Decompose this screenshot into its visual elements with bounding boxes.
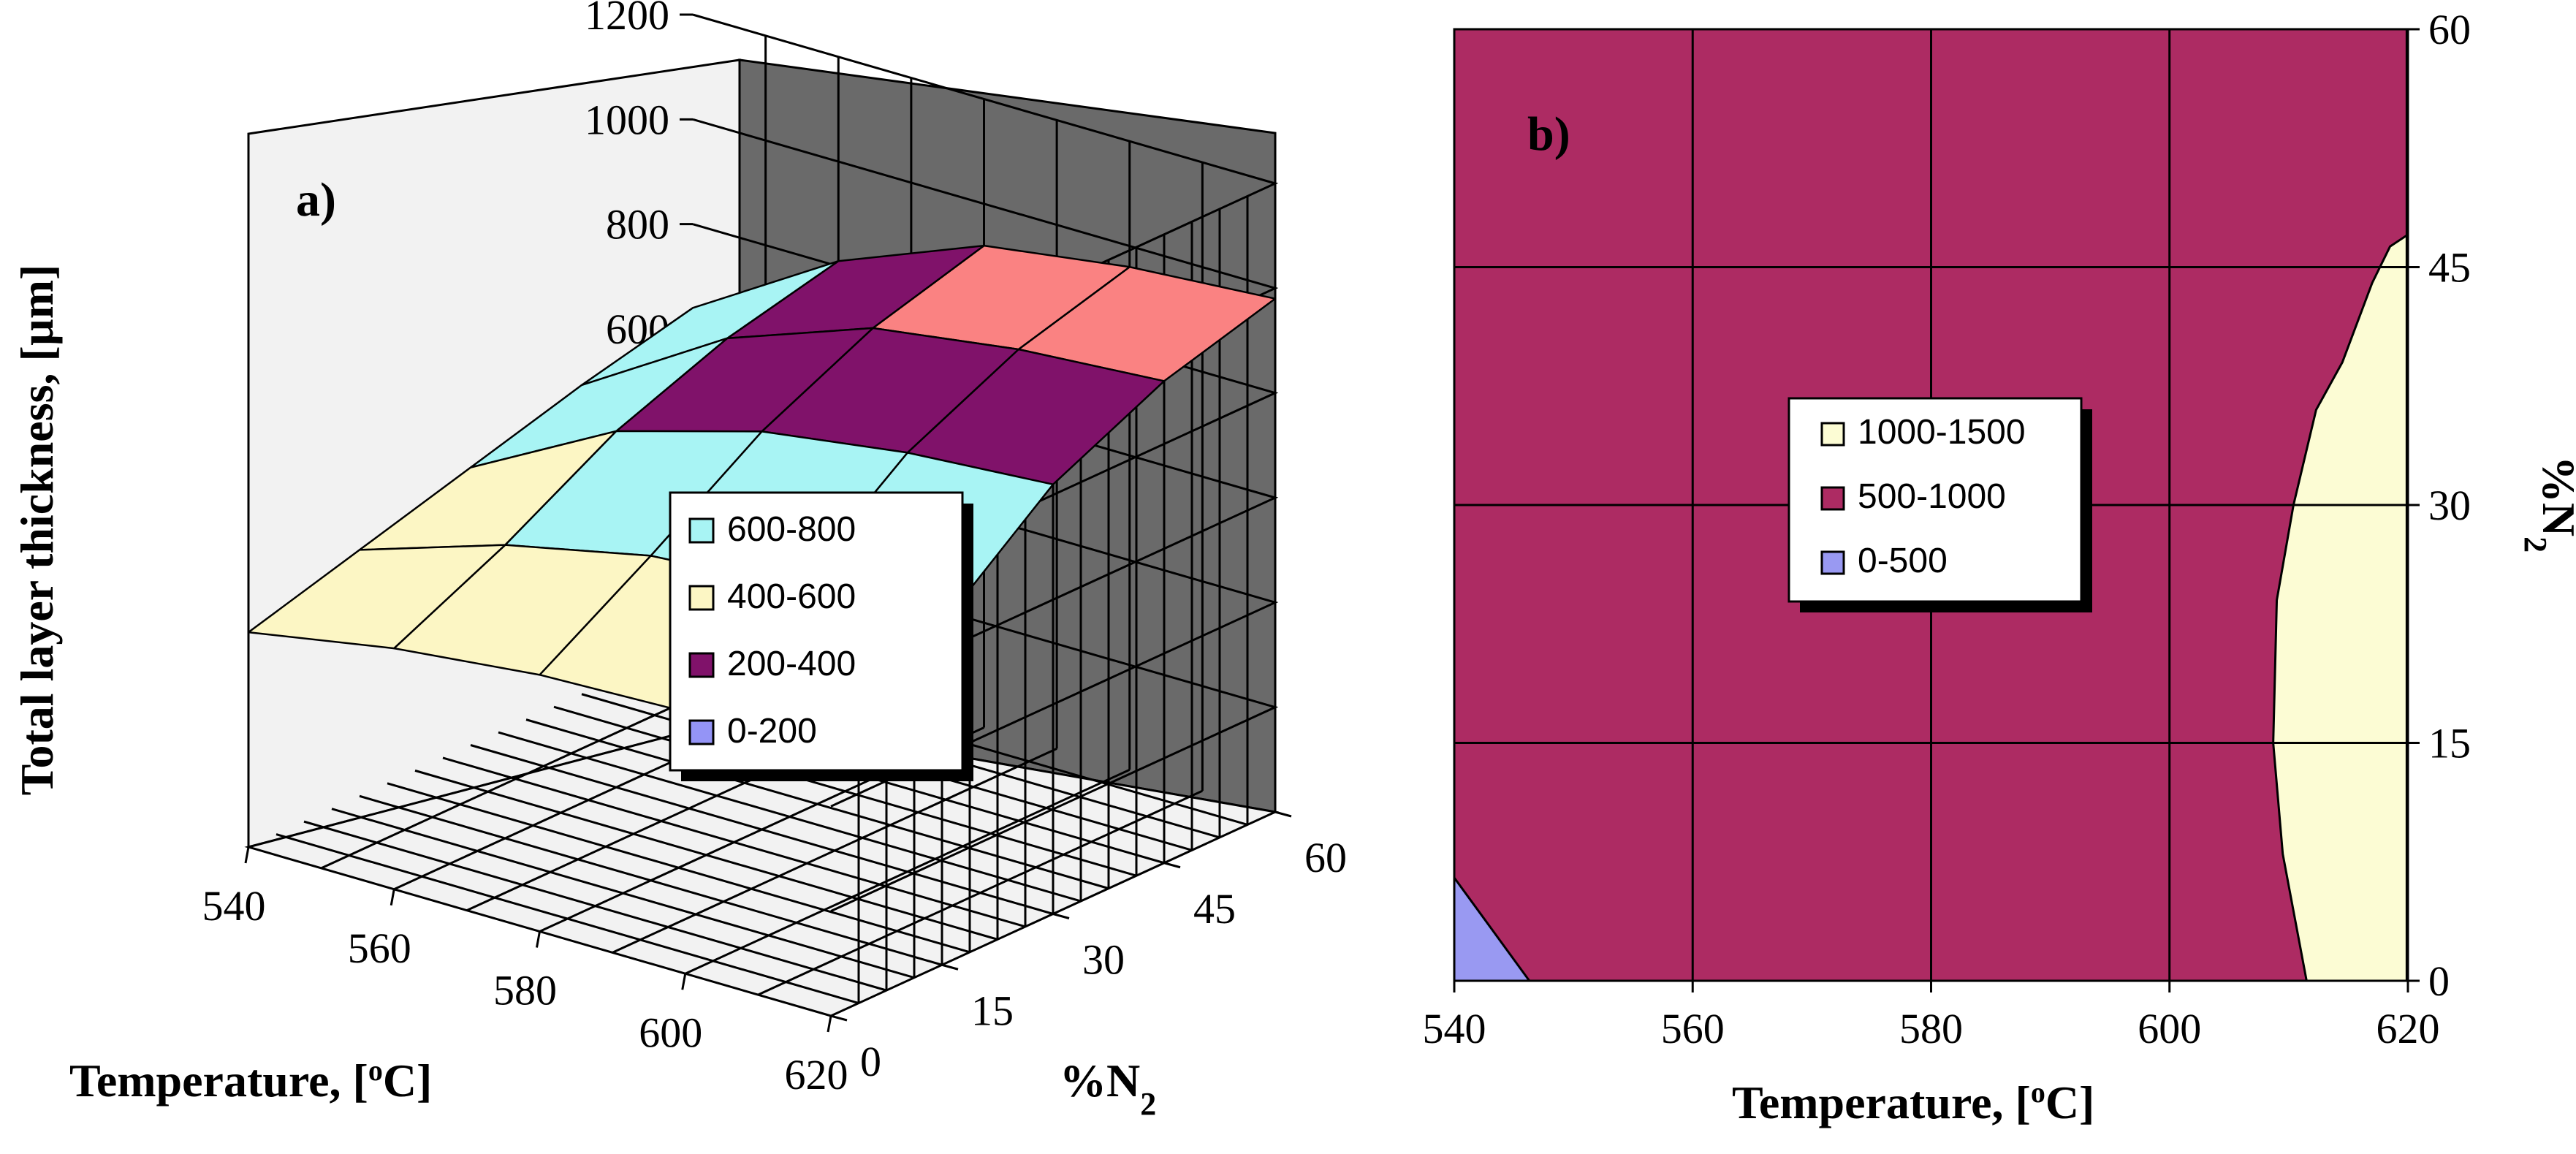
- x-tick: [536, 931, 541, 948]
- floor-gridline: [303, 820, 887, 992]
- panel-label-b: b): [1527, 107, 1570, 161]
- floor-gridline: [387, 782, 970, 954]
- x-tick-label: 560: [1661, 1005, 1725, 1052]
- z-axis-title-a: Total layer thickness, [µm]: [11, 265, 63, 796]
- x-tick-label: 580: [1899, 1005, 1963, 1052]
- y-tick-label: 15: [2428, 720, 2471, 767]
- z-tick-label: 1000: [585, 96, 669, 143]
- legend-label: 400-600: [727, 577, 856, 616]
- y-tick: [1052, 913, 1070, 919]
- legend-swatch: [688, 517, 715, 544]
- x-tick-label: 600: [2138, 1005, 2201, 1052]
- panel-label-a: a): [296, 173, 336, 227]
- z-tick-label: 1200: [585, 0, 669, 39]
- floor-gridline: [414, 769, 998, 941]
- y-tick-label: 45: [2428, 244, 2471, 292]
- legend-b-items: 1000-1500 500-1000 0-500: [1820, 413, 2026, 580]
- floor-gridline: [331, 808, 915, 979]
- x-tick-label: 600: [639, 1009, 702, 1056]
- legend-swatch: [688, 585, 715, 611]
- x-tick-label: 580: [493, 967, 557, 1014]
- floor-gridline: [553, 705, 1137, 877]
- legend-label: 600-800: [727, 510, 856, 549]
- x-tick: [827, 1015, 832, 1033]
- chart-a: 0200400600800100012005405605806006200153…: [11, 0, 1347, 1122]
- floor-gridline: [442, 756, 1026, 928]
- legend-label: 200-400: [727, 645, 856, 683]
- z-tick-label: 800: [606, 201, 669, 248]
- legend-swatch: [1820, 550, 1845, 575]
- y-tick: [830, 1014, 848, 1022]
- legend-swatch: [688, 652, 715, 678]
- y-tick-label: 45: [1193, 885, 1236, 933]
- x-tick-label: 540: [1423, 1005, 1486, 1052]
- y-tick: [941, 963, 959, 971]
- legend-swatch: [1820, 486, 1845, 511]
- x-tick: [244, 846, 250, 864]
- legend-swatch: [1820, 422, 1845, 447]
- floor-gridline: [525, 718, 1109, 890]
- floor-gridline: [498, 731, 1082, 903]
- floor-gridline: [470, 744, 1054, 915]
- x-tick-label: 620: [2376, 1005, 2440, 1052]
- x-tick-label: 540: [202, 882, 266, 930]
- y-tick-label: 30: [2428, 482, 2471, 529]
- legend-label: 1000-1500: [1858, 413, 2026, 452]
- x-tick: [390, 889, 395, 906]
- floor-gridline: [276, 833, 859, 1005]
- x-tick-label: 560: [348, 925, 411, 972]
- y-tick-label: 60: [2428, 6, 2471, 53]
- x-tick: [681, 973, 687, 990]
- legend-swatch: [688, 719, 715, 745]
- legend-a-items: 600-800 400-600 200-400 0-200: [688, 510, 856, 751]
- y-axis-title-b: %N2: [2518, 456, 2576, 553]
- surface-patch: [247, 544, 506, 650]
- y-tick: [1163, 862, 1181, 869]
- legend-label: 0-200: [727, 712, 817, 751]
- y-tick-label: 60: [1304, 834, 1347, 881]
- y-tick-label: 0: [860, 1038, 881, 1085]
- legend-label: 500-1000: [1858, 477, 2006, 516]
- y-tick-label: 15: [971, 987, 1014, 1034]
- legend-label: 0-500: [1858, 542, 1948, 580]
- legend-a: [669, 491, 964, 772]
- x-axis-title-b: Temperature, [oC]: [1732, 1076, 2094, 1129]
- y-axis-title-a: %N2: [1060, 1055, 1156, 1122]
- x-tick-label: 620: [785, 1051, 848, 1098]
- floor-gridline: [359, 794, 943, 966]
- y-tick-label: 0: [2428, 957, 2450, 1005]
- y-tick: [1274, 811, 1292, 818]
- y-tick-label: 30: [1082, 936, 1125, 984]
- x-axis-title-a: Temperature, [oC]: [69, 1054, 432, 1107]
